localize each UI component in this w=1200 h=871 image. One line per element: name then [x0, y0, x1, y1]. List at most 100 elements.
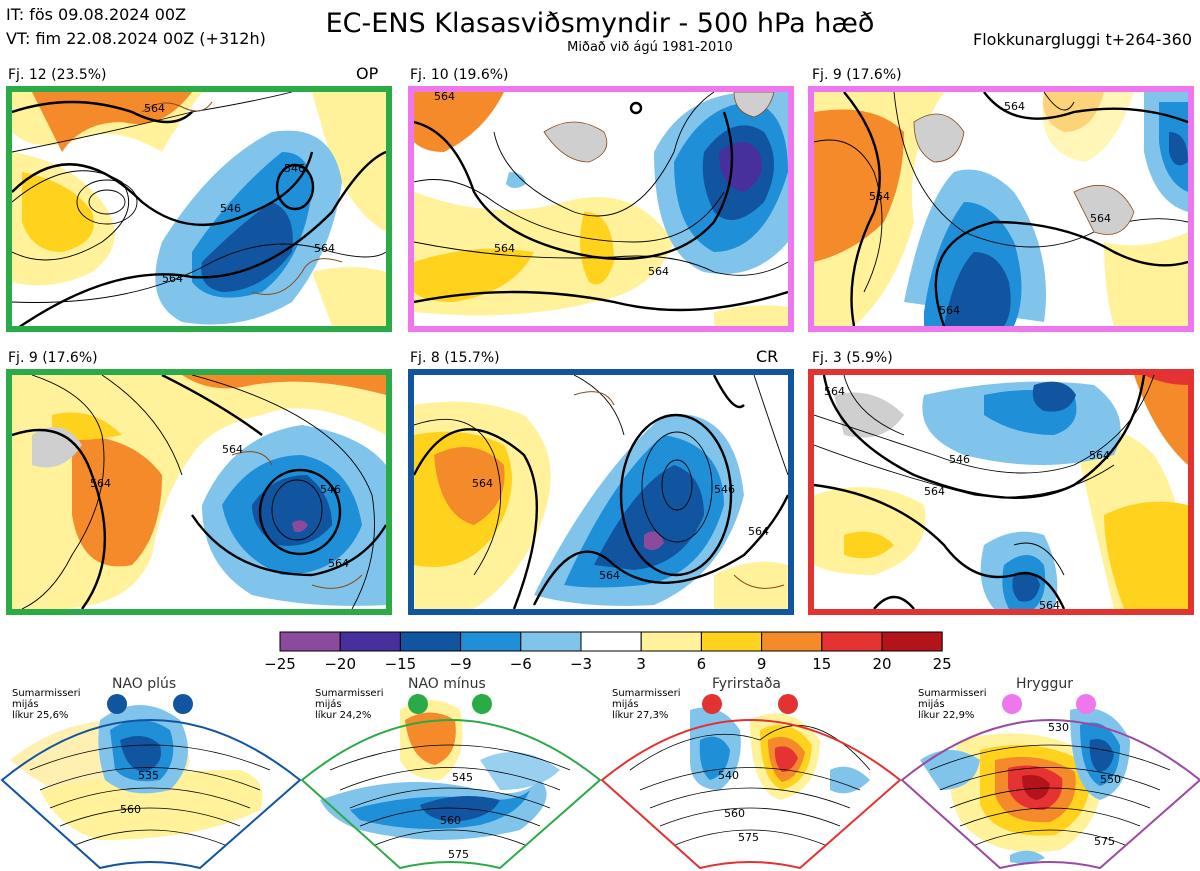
contour-label: 564: [472, 477, 493, 490]
regime-1-contour: 535: [138, 769, 159, 782]
colorbar-tick-label: 20: [872, 655, 892, 673]
colorbar-tick-label: −6: [509, 655, 532, 673]
colorbar-tick-label: 3: [636, 655, 646, 673]
contour-label: 582: [190, 325, 211, 326]
contour-label: 564: [939, 304, 960, 317]
regime-3-name: Fyrirstaða: [712, 676, 781, 692]
panel-1-label: Fj. 12 (23.5%): [8, 67, 107, 83]
regime-3-contour: 575: [738, 831, 759, 844]
contour-label: 582: [564, 325, 585, 326]
regime-3-contour: 560: [724, 807, 745, 820]
colorbar-tick-label: 6: [696, 655, 707, 673]
contour-label: 564: [328, 557, 349, 570]
contour-label: 564: [144, 102, 165, 115]
regime-4-contour: 575: [1094, 835, 1115, 848]
regime-2-contour: 575: [448, 848, 469, 861]
map-title: EC-ENS Klasasviðsmyndir - 500 hPa hæð: [325, 8, 875, 39]
regime-4-season: Sumarmisseri: [918, 688, 987, 699]
panel-3-label: Fj. 9 (17.6%): [812, 67, 902, 83]
contour-label: 564: [1089, 449, 1110, 462]
contour-label: 582: [719, 325, 740, 326]
regime-2-mean: mijás: [315, 699, 342, 710]
regime-3-mean: mijás: [612, 699, 639, 710]
colorbar-tick-label: −9: [449, 655, 472, 673]
contour-label: 564: [824, 385, 845, 398]
panel-5-tag: CR: [756, 347, 779, 366]
contour-label: 564: [222, 443, 243, 456]
cluster-panel-2: 564 564 564 582 582: [408, 86, 794, 332]
contour-label: 564: [869, 190, 890, 203]
regime-4-mean: mijás: [918, 699, 945, 710]
colorbar-swatch: [580, 631, 642, 652]
contour-label: 582: [1069, 325, 1090, 326]
cluster-panel-5: 564 546 564 564 582: [408, 369, 794, 615]
contour-label: 564: [599, 569, 620, 582]
panel-1-tag: OP: [356, 64, 379, 83]
regime-1-mean: mijás: [12, 699, 39, 710]
regime-1-contour: 560: [120, 803, 141, 816]
regime-4-contour: 550: [1100, 773, 1121, 786]
panel-4-label: Fj. 9 (17.6%): [8, 350, 98, 366]
colorbar-tick-label: −25: [264, 655, 296, 673]
contour-label: 564: [314, 242, 335, 255]
regime-1-season: Sumarmisseri: [12, 688, 81, 699]
cluster-panel-1: 564 546 546 564 564 582: [6, 86, 392, 332]
colorbar-swatch: [339, 631, 401, 652]
map-subtitle: Miðað við ágú 1981-2010: [567, 40, 733, 55]
colorbar-swatch: [399, 631, 462, 652]
contour-label: 564: [1039, 599, 1060, 609]
contour-label: 564: [1090, 212, 1111, 225]
contour-label: 546: [949, 453, 970, 466]
colorbar-swatch: [520, 631, 582, 652]
regime-3-prob: líkur 27,3%: [612, 710, 669, 721]
panel-5-label: Fj. 8 (15.7%): [410, 350, 500, 366]
panel-2-label: Fj. 10 (19.6%): [410, 67, 509, 83]
colorbar-swatch: [761, 631, 823, 652]
colorbar-tick-label: −20: [324, 655, 357, 673]
contour-label: 546: [714, 483, 735, 496]
colorbar-tick-label: 9: [756, 655, 767, 673]
cluster-panel-3: 564 564 564 564 582: [808, 86, 1194, 332]
regime-2-name: NAO mínus: [408, 676, 486, 692]
colorbar-swatch: [821, 631, 883, 652]
regime-2-contour: 545: [452, 771, 473, 784]
contour-label: 546: [220, 202, 241, 215]
cluster-window: Flokkunargluggi t+264-360: [973, 30, 1192, 49]
colorbar-tick-label: −15: [384, 655, 417, 673]
contour-label: 564: [434, 92, 455, 103]
contour-label: 564: [924, 485, 945, 498]
colorbar-tick-label: 15: [812, 655, 832, 673]
regime-4-contour: 530: [1048, 721, 1069, 734]
initial-time: IT: fös 09.08.2024 00Z: [6, 5, 187, 24]
regime-1-name: NAO plús: [112, 676, 177, 692]
colorbar-swatch: [700, 631, 763, 652]
contour-label: 546: [284, 162, 305, 175]
colorbar-swatch: [881, 631, 943, 652]
panel-6-label: Fj. 3 (5.9%): [812, 350, 893, 366]
contour-label: 564: [648, 265, 669, 278]
regime-3-contour: 540: [718, 769, 739, 782]
regime-2-contour: 560: [440, 814, 461, 827]
cluster-panel-4: 564 564 546 564 582: [6, 369, 392, 615]
regime-2-season: Sumarmisseri: [315, 688, 384, 699]
colorbar-swatch: [279, 631, 341, 652]
colorbar-swatch: [640, 631, 702, 652]
colorbar-swatch: [460, 631, 522, 652]
regime-1-prob: líkur 25,6%: [12, 710, 69, 721]
regime-2-prob: líkur 24,2%: [315, 710, 372, 721]
regime-4-name: Hryggur: [1016, 676, 1073, 692]
cluster-panel-6: 564 546 564 564 564 582: [808, 369, 1194, 615]
valid-time: VT: fim 22.08.2024 00Z (+312h): [6, 29, 266, 48]
contour-label: 564: [90, 477, 111, 490]
colorbar-tick-label: 25: [932, 655, 952, 673]
contour-label: 564: [162, 272, 183, 285]
contour-label: 564: [748, 525, 769, 538]
contour-label: 564: [494, 242, 515, 255]
contour-label: 546: [320, 483, 341, 496]
colorbar: [279, 631, 943, 652]
contour-label: 582: [1109, 608, 1130, 609]
colorbar-tick-label: −3: [569, 655, 593, 673]
regime-3-season: Sumarmisseri: [612, 688, 681, 699]
regime-4-prob: líkur 22,9%: [918, 710, 975, 721]
contour-label: 582: [684, 608, 705, 609]
